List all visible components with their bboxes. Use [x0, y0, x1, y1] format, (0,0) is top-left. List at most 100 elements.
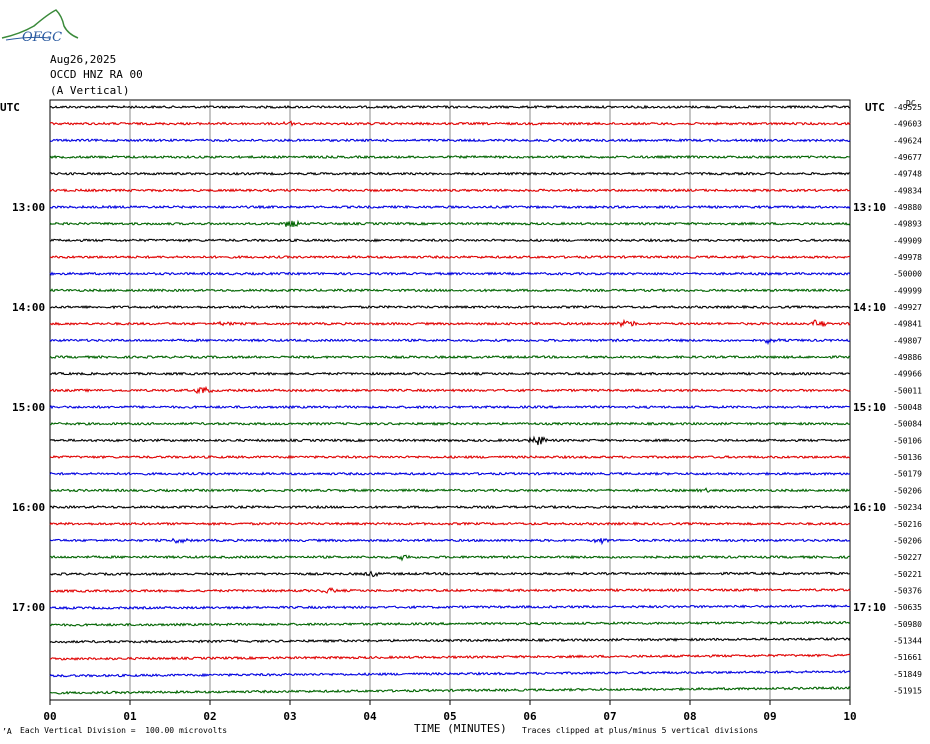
- seismic-trace-31: [49, 604, 851, 611]
- right-time-label: 17:10: [853, 601, 886, 614]
- seismic-trace-22: [49, 454, 851, 460]
- seismic-trace-18: [49, 385, 851, 395]
- dc-offset-label: -49880: [893, 203, 922, 212]
- ofgc-logo: OFGC: [1, 9, 79, 44]
- dc-offset-label: -49927: [893, 303, 922, 312]
- dc-offset-label: -50221: [893, 570, 922, 579]
- seismic-trace-20: [49, 421, 851, 427]
- dc-offset-label: -50635: [893, 603, 922, 612]
- seismic-trace-28: [49, 554, 851, 562]
- dc-offset-label: -49978: [893, 253, 922, 262]
- seismic-trace-12: [49, 288, 851, 293]
- seismic-trace-24: [49, 487, 851, 493]
- x-tick-label: 01: [123, 710, 137, 723]
- x-tick-label: 00: [43, 710, 56, 723]
- seismic-trace-33: [49, 637, 851, 644]
- x-tick-label: 06: [523, 710, 537, 723]
- x-tick-label: 05: [443, 710, 456, 723]
- seismic-trace-34: [49, 653, 851, 661]
- left-time-label: 13:00: [12, 201, 45, 214]
- logo-text: OFGC: [22, 30, 62, 44]
- seismic-trace-9: [49, 238, 851, 243]
- right-time-label: 14:10: [853, 301, 886, 314]
- x-tick-label: 08: [683, 710, 696, 723]
- clip-note: Traces clipped at plus/minus 5 vertical …: [522, 726, 759, 735]
- dc-offset-label: -50106: [893, 436, 922, 445]
- component-label: (A Vertical): [50, 84, 130, 97]
- left-time-label: 16:00: [12, 501, 45, 514]
- x-tick-label: 09: [763, 710, 776, 723]
- left-time-label: 15:00: [12, 401, 45, 414]
- seismic-trace-15: [49, 337, 851, 346]
- dc-offset-label: -49525: [893, 103, 922, 112]
- date-label: Aug26,2025: [50, 53, 117, 66]
- seismic-trace-21: [49, 435, 851, 446]
- dc-offset-label: -49834: [893, 186, 922, 195]
- dc-offset-label: -49677: [893, 153, 922, 162]
- dc-offset-label: -51344: [893, 636, 922, 645]
- seismic-trace-6: [49, 188, 851, 193]
- dc-offset-label: -50216: [893, 520, 922, 529]
- x-tick-label: 07: [603, 710, 616, 723]
- seismic-trace-23: [49, 471, 851, 477]
- seismic-trace-30: [49, 587, 851, 594]
- seismic-trace-4: [49, 154, 851, 160]
- dc-offset-label: -50227: [893, 553, 922, 562]
- seismic-trace-16: [49, 354, 851, 360]
- scale-note: Each Vertical Division = 100.00 microvol…: [20, 726, 228, 735]
- x-tick-label: 02: [203, 710, 216, 723]
- seismic-trace-29: [49, 570, 851, 578]
- dc-offset-label: -50234: [893, 503, 922, 512]
- dc-offset-label: -50206: [893, 536, 922, 545]
- seismic-trace-2: [49, 120, 851, 127]
- seismic-trace-36: [49, 686, 851, 695]
- dc-offset-label: -50136: [893, 453, 922, 462]
- dc-offset-label: -49999: [893, 286, 922, 295]
- dc-offset-label: -49624: [893, 136, 922, 145]
- dc-offset-label: -49603: [893, 120, 922, 129]
- dc-offset-label: -49807: [893, 336, 922, 345]
- dc-offset-label: -50000: [893, 270, 922, 279]
- x-tick-label: 04: [363, 710, 377, 723]
- dc-offset-label: -51661: [893, 653, 922, 662]
- dc-offset-label: -49893: [893, 220, 922, 229]
- x-axis-title: TIME (MINUTES): [414, 722, 507, 735]
- seismic-trace-1: [49, 104, 851, 110]
- seismic-trace-7: [49, 204, 851, 210]
- right-time-label: 15:10: [853, 401, 886, 414]
- seismic-trace-32: [49, 620, 851, 627]
- seismic-trace-27: [49, 537, 851, 546]
- seismic-trace-11: [49, 271, 851, 276]
- dc-offset-label: -50376: [893, 586, 922, 595]
- seismic-trace-25: [49, 504, 851, 510]
- seismic-trace-8: [49, 219, 851, 228]
- left-time-label: 17:00: [12, 601, 45, 614]
- dc-header-label: DC: [906, 99, 916, 108]
- left-time-label: 14:00: [12, 301, 45, 314]
- right-utc-label: UTC: [865, 101, 885, 114]
- dc-offset-label: -50206: [893, 486, 922, 495]
- dc-offset-label: -51849: [893, 670, 922, 679]
- x-tick-label: 10: [843, 710, 856, 723]
- footer-mark: ’A: [2, 727, 12, 736]
- dc-offset-label: -49841: [893, 320, 922, 329]
- station-label: OCCD HNZ RA 00: [50, 68, 143, 81]
- seismic-trace-13: [49, 304, 851, 310]
- dc-offset-label: -50980: [893, 620, 922, 629]
- dc-offset-label: -50179: [893, 470, 922, 479]
- dc-offset-label: -50084: [893, 420, 922, 429]
- right-time-label: 13:10: [853, 201, 886, 214]
- seismic-trace-3: [49, 138, 851, 143]
- seismic-trace-35: [49, 669, 851, 678]
- dc-offset-label: -49909: [893, 236, 922, 245]
- dc-offset-label: -50011: [893, 386, 922, 395]
- dc-offset-label: -49748: [893, 170, 922, 179]
- x-tick-label: 03: [283, 710, 296, 723]
- seismic-trace-5: [49, 171, 851, 176]
- seismic-trace-26: [49, 521, 851, 527]
- dc-offset-label: -49966: [893, 370, 922, 379]
- seismic-trace-14: [49, 318, 851, 328]
- right-time-label: 16:10: [853, 501, 886, 514]
- left-utc-label: UTC: [0, 101, 20, 114]
